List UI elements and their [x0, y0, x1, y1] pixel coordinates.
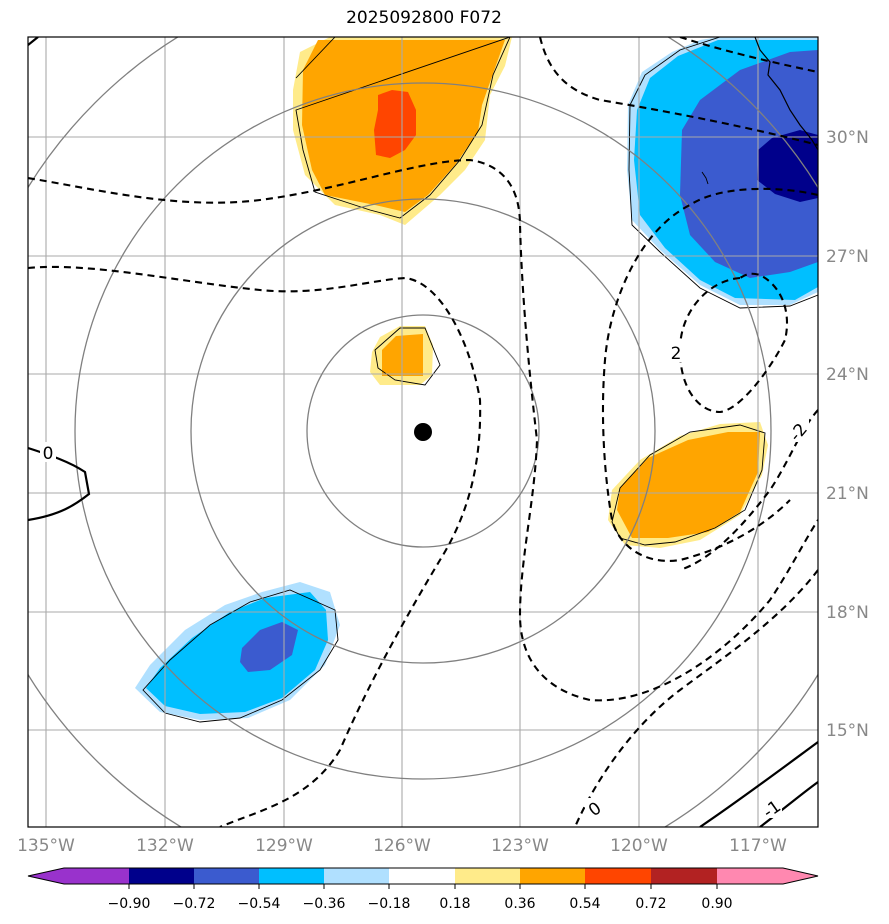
latitude-labels: 30°N 27°N 24°N 21°N 18°N 15°N: [826, 128, 869, 741]
contour-dashed-1: [28, 158, 818, 702]
map-frame: [27, 36, 819, 828]
colorbar-label-2: −0.72: [173, 896, 216, 912]
lon-label-117w: 117°W: [729, 836, 787, 856]
lon-label-129w: 129°W: [255, 836, 313, 856]
colorbar-segment-6: [389, 868, 455, 884]
contour-label-2: 2: [671, 344, 682, 364]
contour-dashed-2-label-line: [678, 272, 789, 414]
longitude-labels: 135°W 132°W 129°W 126°W 123°W 120°W 117°…: [17, 836, 787, 856]
range-ring-9deg: [74, 82, 772, 780]
colorbar-segment-11: [717, 868, 783, 884]
colorbar-segment-7: [455, 868, 520, 884]
colorbar-segment-8: [520, 868, 585, 884]
contour-dashed-0: [574, 569, 818, 827]
colorbar: −0.90 −0.72 −0.54 −0.36 −0.18 0.18 0.36 …: [27, 867, 819, 912]
contour-dashed-2: [28, 265, 482, 827]
lon-label-126w: 126°W: [373, 836, 431, 856]
colorbar-label-3: −0.54: [238, 896, 281, 912]
contour-dashed-3: [538, 37, 818, 147]
colorbar-segment-4: [259, 868, 324, 884]
colorbar-segment-5: [324, 868, 389, 884]
plot-area: 0 2 -2 0 -1: [28, 37, 818, 827]
colorbar-label-10: 0.90: [701, 896, 732, 912]
colorbar-outline: [27, 867, 819, 885]
graticule: [28, 37, 818, 827]
lat-label-30n: 30°N: [826, 128, 869, 148]
lon-label-123w: 123°W: [491, 836, 549, 856]
colorbar-label-7: 0.36: [504, 896, 535, 912]
contour-solid-southeast-2: [759, 781, 818, 827]
contour-label-0-west: 0: [43, 444, 54, 464]
map-title: 2025092800 F072: [346, 8, 502, 28]
contour-solid-zero-northwest: [28, 37, 39, 46]
lat-label-18n: 18°N: [826, 603, 869, 623]
negative-anomaly-northeast-mid: [680, 50, 818, 278]
colorbar-label-9: 0.72: [635, 896, 666, 912]
lon-label-135w: 135°W: [17, 836, 75, 856]
lon-label-132w: 132°W: [136, 836, 194, 856]
colorbar-segment-10: [651, 868, 717, 884]
negative-contours: [28, 37, 818, 827]
coastline: [754, 37, 818, 151]
lat-label-15n: 15°N: [826, 721, 869, 741]
lon-label-120w: 120°W: [610, 836, 668, 856]
colorbar-label-8: 0.54: [569, 896, 600, 912]
lat-label-21n: 21°N: [826, 484, 869, 504]
colorbar-segment-9: [585, 868, 651, 884]
range-rings: [28, 37, 818, 827]
colorbar-segment-3: [194, 868, 259, 884]
colorbar-extend-high: [783, 868, 818, 884]
colorbar-segment-1: [64, 868, 129, 884]
range-ring-3deg: [306, 314, 540, 548]
colorbar-label-1: −0.90: [108, 896, 151, 912]
storm-center-marker: [414, 423, 432, 441]
negative-anomaly-northeast-core: [757, 130, 818, 202]
range-ring-6deg: [190, 198, 656, 664]
contour-dashed-5: [601, 187, 818, 562]
contour-dashed-4: [679, 37, 818, 74]
colorbar-label-4: −0.36: [303, 896, 346, 912]
lat-label-27n: 27°N: [826, 247, 869, 267]
positive-anomaly-north-core: [374, 90, 416, 158]
lat-label-24n: 24°N: [826, 365, 869, 385]
anomaly-outlines: [142, 37, 818, 723]
colorbar-extend-low: [28, 868, 64, 884]
colorbar-label-5: −0.18: [368, 896, 411, 912]
contour-solid-southeast-1: [699, 741, 818, 827]
colorbar-segment-2: [129, 868, 194, 884]
contour-labels: 0 2 -2 0 -1: [40, 342, 812, 823]
colorbar-label-6: 0.18: [439, 896, 470, 912]
